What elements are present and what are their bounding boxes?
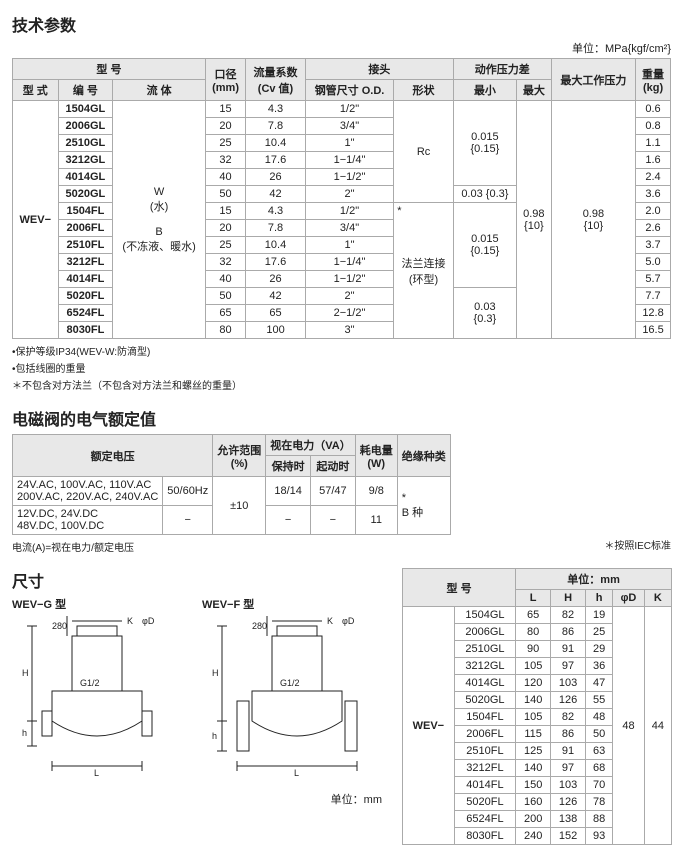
dh-unit: 单位：mm [516, 569, 672, 590]
tech-notes: •保护等级IP34(WEV-W:防滴型)•包括线圈的重量＊不包含对方法兰（不包含… [12, 343, 671, 392]
svg-text:H: H [212, 668, 219, 678]
h-cv: 流量系数(Cv 值) [246, 59, 306, 101]
dim-g-label: WEV−G 型 [12, 596, 182, 612]
svg-text:φD: φD [342, 616, 355, 626]
dim-title: 尺寸 [12, 568, 382, 592]
svg-text:280: 280 [252, 621, 267, 631]
eh-hold: 保持时 [266, 456, 311, 477]
svg-text:L: L [94, 768, 99, 778]
h-od: 钢管尺寸 O.D. [305, 80, 393, 101]
wev-g-diagram: 280 KφD G1/2 Hh L [12, 616, 182, 786]
h-code: 编 号 [58, 80, 113, 101]
h-style: 型 式 [13, 80, 59, 101]
tech-unit: 单位：MPa{kgf/cm²} [12, 40, 671, 56]
h-max: 最大 [516, 80, 551, 101]
eh-rated: 额定电压 [13, 435, 213, 477]
dim-unit-left: 单位：mm [12, 791, 382, 807]
svg-text:K: K [327, 616, 333, 626]
eh-now: 视在电力（VA） [266, 435, 355, 456]
svg-text:G1/2: G1/2 [80, 678, 100, 688]
h-shape: 形状 [394, 80, 454, 101]
h-model: 型 号 [13, 59, 206, 80]
elec-table: 额定电压 允许范围(%) 视在电力（VA） 耗电量(W) 绝缘种类 保持时 起动… [12, 434, 451, 535]
svg-text:G1/2: G1/2 [280, 678, 300, 688]
dim-table: 型 号 单位：mm LHhφDK WEV−1504GL6582194844200… [402, 568, 672, 845]
eh-power: 耗电量(W) [355, 435, 397, 477]
svg-text:K: K [127, 616, 133, 626]
svg-text:L: L [294, 768, 299, 778]
h-min: 最小 [453, 80, 516, 101]
eh-ins: 绝缘种类 [397, 435, 450, 477]
svg-text:h: h [22, 728, 27, 738]
h-press: 动作压力差 [453, 59, 551, 80]
table-row: WEV−1504GL6582194844 [403, 607, 672, 624]
elec-note1: 电流(A)=视在电力/额定电压 [12, 539, 134, 554]
elec-title: 电磁阀的电气额定值 [12, 406, 671, 430]
tech-table: 型 号 口径(mm) 流量系数(Cv 值) 接头 动作压力差 最大工作压力 重量… [12, 58, 671, 339]
dim-f-label: WEV−F 型 [202, 596, 382, 612]
dh-model: 型 号 [403, 569, 516, 607]
h-joint: 接头 [305, 59, 453, 80]
table-row: WEV−1504GLW(水)B(不冻液、暖水)154.31/2"Rc0.015{… [13, 101, 671, 118]
tech-title: 技术参数 [12, 12, 671, 36]
svg-text:h: h [212, 731, 217, 741]
wev-f-diagram: 280 KφD G1/2 Hh L [202, 616, 382, 786]
h-maxwork: 最大工作压力 [551, 59, 635, 101]
eh-start: 起动时 [311, 456, 356, 477]
eh-tol: 允许范围(%) [213, 435, 266, 477]
svg-text:H: H [22, 668, 29, 678]
elec-note2: ＊按照IEC标准 [604, 537, 671, 552]
elec-row: 24V.AC, 100V.AC, 110V.AC 200V.AC, 220V.A… [13, 477, 451, 506]
svg-text:φD: φD [142, 616, 155, 626]
h-weight: 重量(kg) [636, 59, 671, 101]
svg-text:280: 280 [52, 621, 67, 631]
h-fluid: 流 体 [113, 80, 206, 101]
h-bore: 口径(mm) [205, 59, 245, 101]
